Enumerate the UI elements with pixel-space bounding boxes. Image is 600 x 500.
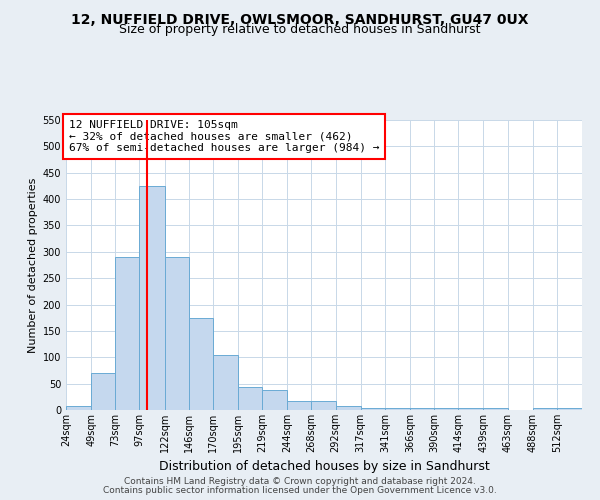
- Bar: [311, 400, 335, 410]
- Y-axis label: Number of detached properties: Number of detached properties: [28, 178, 38, 352]
- Bar: [434, 408, 458, 410]
- Bar: [164, 257, 189, 410]
- Bar: [458, 408, 484, 410]
- Text: 12 NUFFIELD DRIVE: 105sqm
← 32% of detached houses are smaller (462)
67% of semi: 12 NUFFIELD DRIVE: 105sqm ← 32% of detac…: [68, 120, 379, 153]
- Bar: [385, 408, 410, 410]
- Bar: [115, 257, 139, 410]
- Bar: [557, 408, 582, 410]
- Bar: [484, 408, 508, 410]
- Bar: [533, 408, 557, 410]
- Bar: [410, 408, 434, 410]
- Text: Contains HM Land Registry data © Crown copyright and database right 2024.: Contains HM Land Registry data © Crown c…: [124, 477, 476, 486]
- Bar: [361, 408, 385, 410]
- Bar: [189, 318, 213, 410]
- Bar: [213, 354, 238, 410]
- Bar: [287, 400, 311, 410]
- Bar: [66, 406, 91, 410]
- Bar: [139, 186, 164, 410]
- Bar: [91, 373, 115, 410]
- Text: Contains public sector information licensed under the Open Government Licence v3: Contains public sector information licen…: [103, 486, 497, 495]
- X-axis label: Distribution of detached houses by size in Sandhurst: Distribution of detached houses by size …: [158, 460, 490, 473]
- Bar: [262, 390, 287, 410]
- Bar: [238, 388, 262, 410]
- Bar: [335, 406, 361, 410]
- Text: Size of property relative to detached houses in Sandhurst: Size of property relative to detached ho…: [119, 22, 481, 36]
- Text: 12, NUFFIELD DRIVE, OWLSMOOR, SANDHURST, GU47 0UX: 12, NUFFIELD DRIVE, OWLSMOOR, SANDHURST,…: [71, 12, 529, 26]
